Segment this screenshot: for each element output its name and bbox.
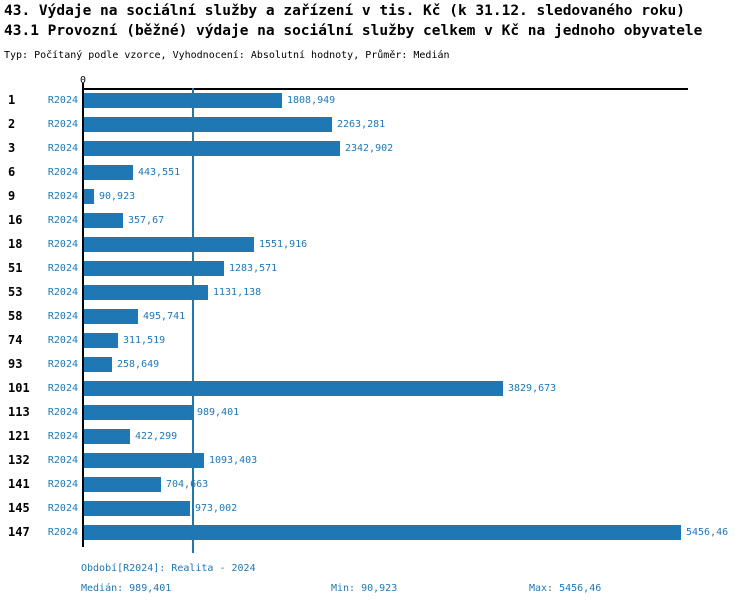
bar-value-label: 989,401 xyxy=(197,407,240,418)
series-period-label: R2024 xyxy=(47,191,78,202)
bar xyxy=(84,381,503,396)
bar-value-label: 258,649 xyxy=(117,359,160,370)
row-number-label: 101 xyxy=(8,381,30,395)
series-period-label: R2024 xyxy=(47,143,78,154)
series-period-label: R2024 xyxy=(47,311,78,322)
row-number-label: 93 xyxy=(8,357,23,371)
row-number-label: 1 xyxy=(8,93,16,107)
bar-value-label: 973,002 xyxy=(195,503,238,514)
bar xyxy=(84,453,204,468)
series-period-label: R2024 xyxy=(47,407,78,418)
bar xyxy=(84,141,340,156)
period-label: Období[R2024]: Realita - 2024 xyxy=(81,563,256,574)
y-axis-line xyxy=(82,88,84,547)
max-stat-label: Max: 5456,46 xyxy=(529,583,602,594)
x-axis-line xyxy=(82,88,688,90)
series-period-label: R2024 xyxy=(47,455,78,466)
row-number-label: 74 xyxy=(8,333,23,347)
bar-value-label: 1808,949 xyxy=(287,95,336,106)
bar-value-label: 1551,916 xyxy=(259,239,308,250)
bar xyxy=(84,429,130,444)
bar xyxy=(84,285,208,300)
bar xyxy=(84,309,138,324)
row-number-label: 9 xyxy=(8,189,16,203)
row-number-label: 147 xyxy=(8,525,30,539)
series-period-label: R2024 xyxy=(47,431,78,442)
bar xyxy=(84,213,123,228)
row-number-label: 3 xyxy=(8,141,16,155)
series-period-label: R2024 xyxy=(47,263,78,274)
bar-value-label: 5456,46 xyxy=(686,527,729,538)
row-number-label: 58 xyxy=(8,309,23,323)
series-period-label: R2024 xyxy=(47,359,78,370)
bar xyxy=(84,93,282,108)
bar-value-label: 1093,403 xyxy=(209,455,258,466)
bar-value-label: 495,741 xyxy=(143,311,186,322)
row-number-label: 113 xyxy=(8,405,30,419)
bar-value-label: 704,663 xyxy=(166,479,209,490)
chart-meta-line: Typ: Počítaný podle vzorce, Vyhodnocení:… xyxy=(4,50,450,61)
series-period-label: R2024 xyxy=(47,287,78,298)
bar-value-label: 90,923 xyxy=(99,191,136,202)
series-period-label: R2024 xyxy=(47,167,78,178)
bar xyxy=(84,357,112,372)
min-stat-label: Min: 90,923 xyxy=(331,583,398,594)
bar-value-label: 443,551 xyxy=(138,167,181,178)
bar xyxy=(84,525,681,540)
series-period-label: R2024 xyxy=(47,527,78,538)
row-number-label: 18 xyxy=(8,237,23,251)
bar xyxy=(84,501,190,516)
bar xyxy=(84,165,133,180)
row-number-label: 145 xyxy=(8,501,30,515)
chart-subtitle: 43.1 Provozní (běžné) výdaje na sociální… xyxy=(4,23,703,39)
bar xyxy=(84,117,332,132)
row-number-label: 141 xyxy=(8,477,30,491)
bar xyxy=(84,237,254,252)
bar xyxy=(84,189,94,204)
bar-value-label: 2342,902 xyxy=(345,143,394,154)
bar-value-label: 1283,571 xyxy=(229,263,278,274)
bar xyxy=(84,405,192,420)
row-number-label: 132 xyxy=(8,453,30,467)
series-period-label: R2024 xyxy=(47,215,78,226)
bar-value-label: 311,519 xyxy=(123,335,166,346)
row-number-label: 16 xyxy=(8,213,23,227)
series-period-label: R2024 xyxy=(47,239,78,250)
series-period-label: R2024 xyxy=(47,383,78,394)
bar-value-label: 1131,138 xyxy=(213,287,262,298)
row-number-label: 51 xyxy=(8,261,23,275)
x-axis-zero-tick xyxy=(82,83,84,88)
row-number-label: 121 xyxy=(8,429,30,443)
series-period-label: R2024 xyxy=(47,335,78,346)
bar xyxy=(84,333,118,348)
row-number-label: 2 xyxy=(8,117,16,131)
row-number-label: 6 xyxy=(8,165,16,179)
median-line xyxy=(192,88,194,553)
series-period-label: R2024 xyxy=(47,95,78,106)
bar-value-label: 3829,673 xyxy=(508,383,557,394)
series-period-label: R2024 xyxy=(47,479,78,490)
x-axis-zero-tick-label: 0 xyxy=(80,75,87,86)
bar-value-label: 2263,281 xyxy=(337,119,386,130)
bar-value-label: 422,299 xyxy=(135,431,178,442)
chart-title: 43. Výdaje na sociální služby a zařízení… xyxy=(4,3,685,19)
median-stat-label: Medián: 989,401 xyxy=(81,583,172,594)
bar xyxy=(84,477,161,492)
row-number-label: 53 xyxy=(8,285,23,299)
bar-value-label: 357,67 xyxy=(128,215,165,226)
series-period-label: R2024 xyxy=(47,503,78,514)
bar xyxy=(84,261,224,276)
series-period-label: R2024 xyxy=(47,119,78,130)
